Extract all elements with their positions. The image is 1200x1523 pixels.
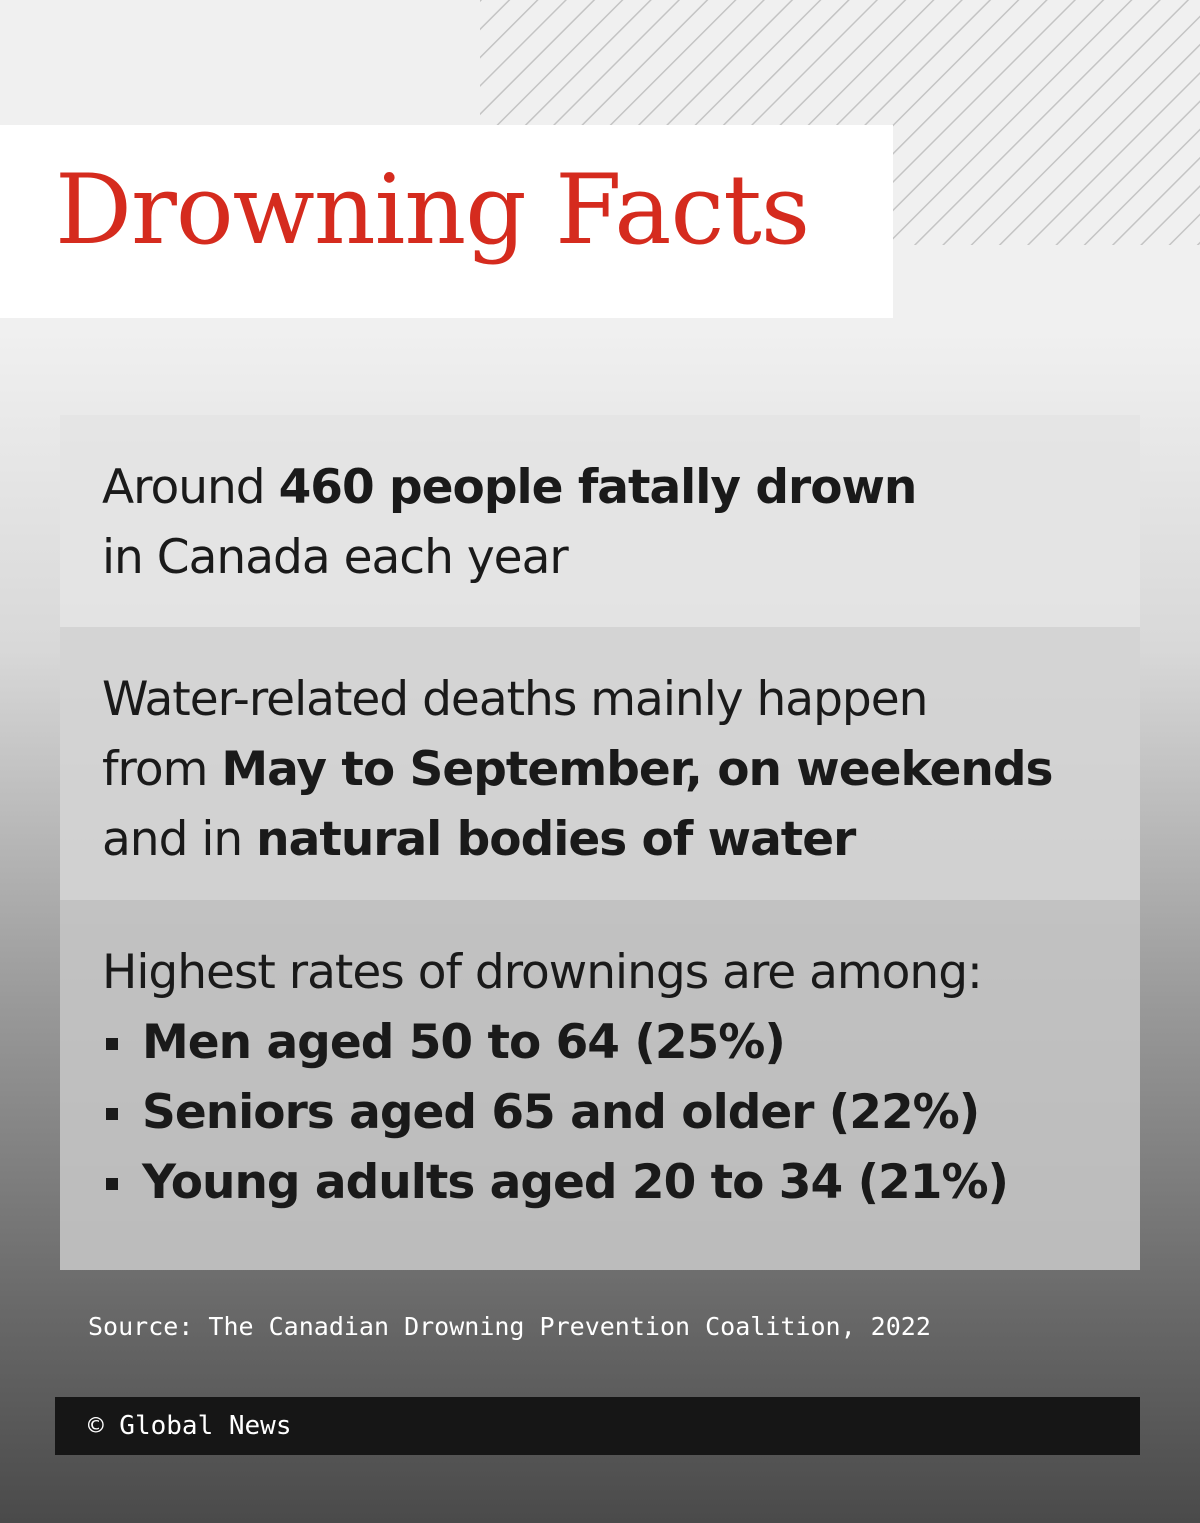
text: Highest rates of drownings are among:	[102, 945, 983, 1000]
text: Water-related deaths mainly happen	[102, 672, 928, 727]
footer-bar: © Global News	[55, 1397, 1140, 1455]
credit: © Global News	[88, 1411, 292, 1441]
bold-text: natural bodies of water	[256, 812, 856, 867]
title-box	[0, 125, 893, 318]
text: and in	[102, 812, 243, 867]
fact-line: Highest rates of drownings are among:	[102, 938, 1140, 1008]
text: from	[102, 742, 208, 797]
fact-line: Water-related deaths mainly happen	[102, 665, 1140, 735]
fact-box: Around 460 people fatally drown in Canada…	[60, 415, 1140, 627]
bold-text: May to September, on weekends	[221, 742, 1053, 797]
text: in Canada each year	[102, 530, 569, 585]
bold-text: 460 people fatally drown	[278, 460, 918, 515]
fact-line: from May to September, on weekends	[102, 735, 1140, 805]
fact-box: Highest rates of drownings are among: Men…	[60, 900, 1140, 1270]
source: Source: The Canadian Drowning Prevention…	[88, 1312, 931, 1341]
title: Drowning Facts	[55, 154, 810, 266]
fact-box: Water-related deaths mainly happen from M…	[60, 627, 1140, 900]
fact-line: in Canada each year	[102, 523, 1140, 593]
bullet-item: Seniors aged 65 and older (22%)	[102, 1078, 1140, 1148]
fact-line: and in natural bodies of water	[102, 805, 1140, 875]
text: Around	[102, 460, 266, 515]
bullet-item: Men aged 50 to 64 (25%)	[102, 1008, 1140, 1078]
bullet-item: Young adults aged 20 to 34 (21%)	[102, 1148, 1140, 1218]
fact-line: Around 460 people fatally drown	[102, 453, 1140, 523]
